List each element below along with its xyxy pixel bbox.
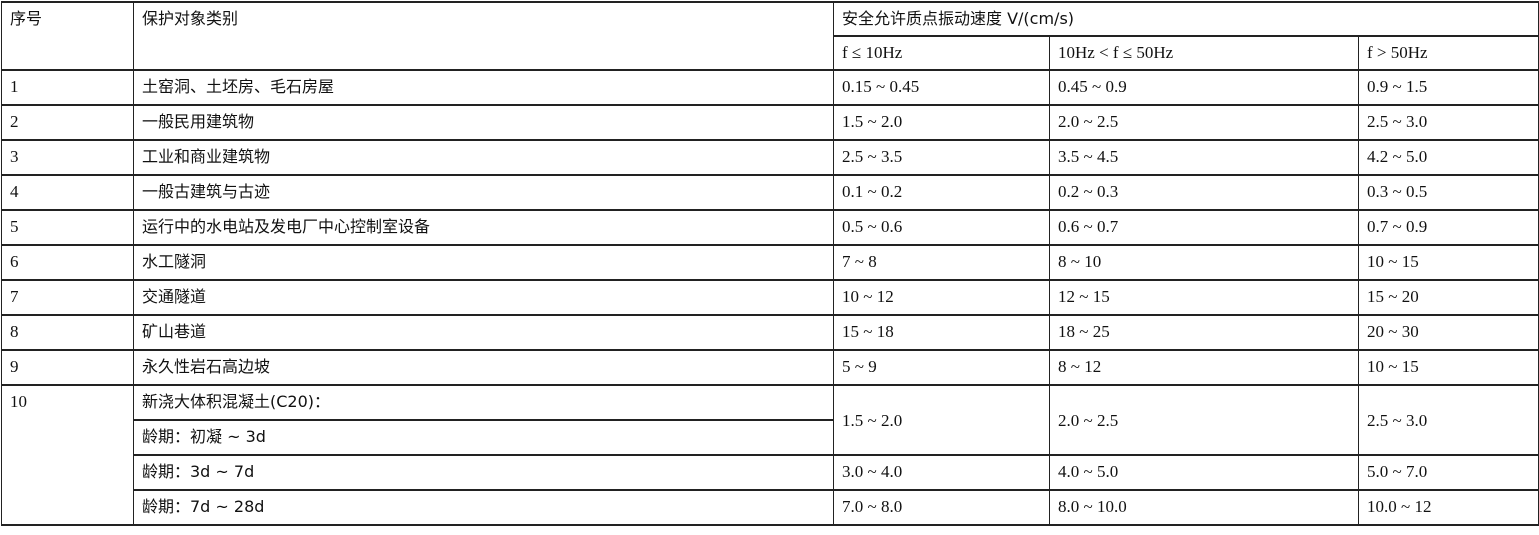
row-index: 5 <box>1 209 134 246</box>
header-freq-mid: 10Hz < f ≤ 50Hz <box>1049 35 1359 71</box>
velocity-value: 10 ~ 12 <box>833 279 1050 316</box>
velocity-value: 8 ~ 12 <box>1049 349 1359 386</box>
row-index: 6 <box>1 244 134 281</box>
table-row: 2 一般民用建筑物 1.5 ~ 2.0 2.0 ~ 2.5 2.5 ~ 3.0 <box>1 104 1539 141</box>
header-freq-row: f ≤ 10Hz 10Hz < f ≤ 50Hz f > 50Hz <box>2 35 1539 71</box>
velocity-value: 18 ~ 25 <box>1049 314 1359 351</box>
velocity-value: 5 ~ 9 <box>833 349 1050 386</box>
velocity-value: 4.0 ~ 5.0 <box>1049 454 1359 491</box>
table-row-concrete-age: 龄期：3d ~ 7d 3.0 ~ 4.0 4.0 ~ 5.0 5.0 ~ 7.0 <box>2 454 1539 491</box>
velocity-value: 10 ~ 15 <box>1357 349 1539 386</box>
velocity-value: 8 ~ 10 <box>1049 244 1359 281</box>
velocity-value: 0.5 ~ 0.6 <box>833 209 1050 246</box>
velocity-value: 7.0 ~ 8.0 <box>833 489 1050 526</box>
row-index: 1 <box>1 69 134 106</box>
table-row: 7 交通隧道 10 ~ 12 12 ~ 15 15 ~ 20 <box>1 279 1539 316</box>
row-index: 4 <box>1 174 134 211</box>
table-row: 3 工业和商业建筑物 2.5 ~ 3.5 3.5 ~ 4.5 4.2 ~ 5.0 <box>1 139 1539 176</box>
header-category: 保护对象类别 <box>133 1 834 71</box>
velocity-value: 0.3 ~ 0.5 <box>1357 174 1539 211</box>
velocity-value: 2.0 ~ 2.5 <box>1049 104 1359 141</box>
velocity-value: 4.2 ~ 5.0 <box>1357 139 1539 176</box>
row-category: 运行中的水电站及发电厂中心控制室设备 <box>133 209 834 246</box>
table-row-concrete-age: 龄期：初凝 ~ 3d <box>2 419 1539 456</box>
velocity-value: 1.5 ~ 2.0 <box>833 104 1050 141</box>
velocity-value: 12 ~ 15 <box>1049 279 1359 316</box>
row-index: 2 <box>1 104 134 141</box>
velocity-value: 3.5 ~ 4.5 <box>1049 139 1359 176</box>
velocity-value: 2.5 ~ 3.0 <box>1357 104 1539 141</box>
age-label: 龄期：3d ~ 7d <box>133 454 834 491</box>
row-category: 土窑洞、土坯房、毛石房屋 <box>133 69 834 106</box>
age-label: 龄期：初凝 ~ 3d <box>133 419 834 456</box>
row-category: 矿山巷道 <box>133 314 834 351</box>
row-index: 3 <box>1 139 134 176</box>
velocity-value: 15 ~ 20 <box>1357 279 1539 316</box>
header-row: 序号 保护对象类别 安全允许质点振动速度 V/(cm/s) <box>1 1 1539 71</box>
row-index: 7 <box>1 279 134 316</box>
velocity-value: 8.0 ~ 10.0 <box>1049 489 1359 526</box>
table-row: 1 土窑洞、土坯房、毛石房屋 0.15 ~ 0.45 0.45 ~ 0.9 0.9 ~ … <box>1 69 1539 106</box>
row-index: 9 <box>1 349 134 386</box>
velocity-value: 2.5 ~ 3.0 <box>1357 384 1539 456</box>
row-category: 一般古建筑与古迹 <box>133 174 834 211</box>
row-category: 新浇大体积混凝土(C20)： <box>133 384 834 421</box>
velocity-value: 0.9 ~ 1.5 <box>1357 69 1539 106</box>
row-category: 交通隧道 <box>133 279 834 316</box>
age-label: 龄期：7d ~ 28d <box>133 489 834 526</box>
velocity-value: 1.5 ~ 2.0 <box>833 384 1050 456</box>
velocity-value: 0.1 ~ 0.2 <box>833 174 1050 211</box>
table-row-concrete: 10 新浇大体积混凝土(C20)： 1.5 ~ 2.0 2.0 ~ 2.5 2.5 ~ … <box>1 384 1539 526</box>
row-index: 8 <box>1 314 134 351</box>
table-row: 8 矿山巷道 15 ~ 18 18 ~ 25 20 ~ 30 <box>1 314 1539 351</box>
velocity-value: 10 ~ 15 <box>1357 244 1539 281</box>
row-index: 10 <box>1 384 134 526</box>
velocity-value: 20 ~ 30 <box>1357 314 1539 351</box>
row-category: 水工隧洞 <box>133 244 834 281</box>
velocity-value: 15 ~ 18 <box>833 314 1050 351</box>
table-row: 4 一般古建筑与古迹 0.1 ~ 0.2 0.2 ~ 0.3 0.3 ~ 0.5 <box>1 174 1539 211</box>
velocity-value: 0.6 ~ 0.7 <box>1049 209 1359 246</box>
velocity-value: 3.0 ~ 4.0 <box>833 454 1050 491</box>
row-category: 一般民用建筑物 <box>133 104 834 141</box>
velocity-value: 0.15 ~ 0.45 <box>833 69 1050 106</box>
row-category: 工业和商业建筑物 <box>133 139 834 176</box>
velocity-value: 0.45 ~ 0.9 <box>1049 69 1359 106</box>
header-velocity: 安全允许质点振动速度 V/(cm/s) <box>832 1 1539 37</box>
velocity-value: 10.0 ~ 12 <box>1357 489 1539 526</box>
row-category: 永久性岩石高边坡 <box>133 349 834 386</box>
header-freq-high: f > 50Hz <box>1357 35 1539 71</box>
velocity-value: 0.2 ~ 0.3 <box>1049 174 1359 211</box>
velocity-value: 5.0 ~ 7.0 <box>1357 454 1539 491</box>
velocity-value: 7 ~ 8 <box>833 244 1050 281</box>
velocity-value: 0.7 ~ 0.9 <box>1357 209 1539 246</box>
header-index: 序号 <box>1 1 134 71</box>
header-freq-low: f ≤ 10Hz <box>833 35 1050 71</box>
velocity-value: 2.0 ~ 2.5 <box>1049 384 1359 456</box>
velocity-value: 2.5 ~ 3.5 <box>833 139 1050 176</box>
table-row: 5 运行中的水电站及发电厂中心控制室设备 0.5 ~ 0.6 0.6 ~ 0.7 0.7… <box>1 209 1539 246</box>
table-row-concrete-age: 龄期：7d ~ 28d 7.0 ~ 8.0 8.0 ~ 10.0 10.0 ~ 12 <box>2 489 1539 526</box>
